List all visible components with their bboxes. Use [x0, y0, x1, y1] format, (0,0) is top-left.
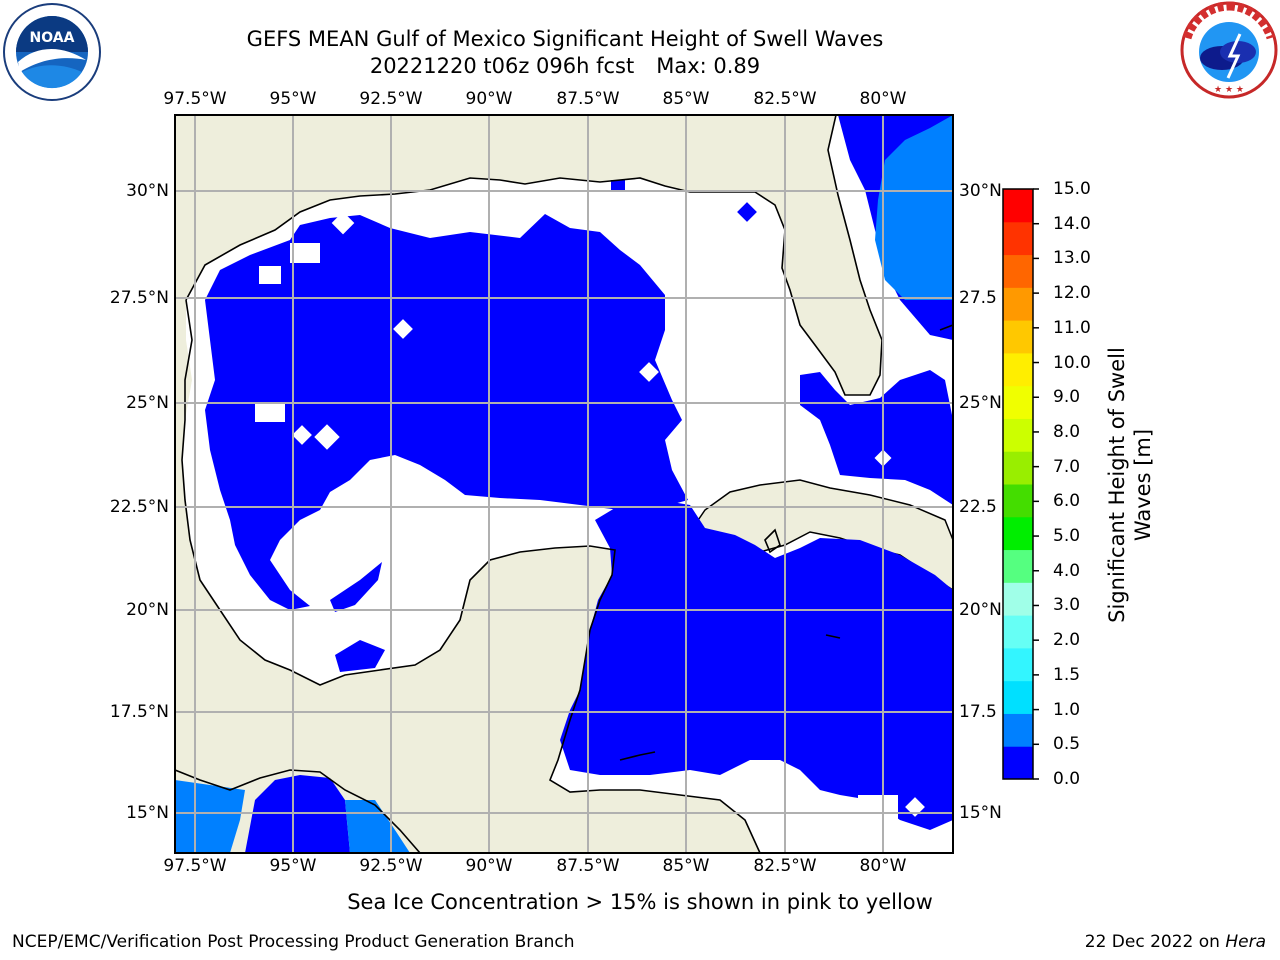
colorbar-segment	[1003, 647, 1033, 682]
lat-tick-left: 20°N	[126, 600, 169, 620]
colorbar-tick-label: 11.0	[1053, 317, 1091, 338]
colorbar-tick-label: 14.0	[1053, 213, 1091, 234]
date-stamp-host: Hera	[1225, 932, 1266, 952]
lon-tick-top: 92.5°W	[359, 89, 423, 109]
svg-text:★ ★ ★: ★ ★ ★	[1214, 85, 1244, 95]
colorbar-tick-label: 2.0	[1053, 630, 1081, 651]
date-stamp-prefix: 22 Dec 2022 on	[1084, 932, 1226, 952]
colorbar-segment	[1003, 582, 1033, 616]
lon-tick-bottom: 92.5°W	[359, 856, 423, 876]
lat-tick-right: 20°N	[959, 600, 1002, 620]
lon-tick-top: 80°W	[859, 89, 907, 109]
lon-tick-bottom: 82.5°W	[753, 856, 817, 876]
lon-tick-bottom: 95°W	[269, 856, 317, 876]
lon-tick-top: 97.5°W	[163, 89, 227, 109]
colorbar-frame	[1002, 188, 1034, 780]
colorbar-segment	[1003, 320, 1033, 354]
lon-tick-bottom: 85°W	[662, 856, 710, 876]
colorbar-tick-label: 4.0	[1053, 560, 1081, 581]
colorbar-segment	[1003, 680, 1033, 714]
colorbar-tick-label: 0.5	[1053, 734, 1081, 755]
colorbar-tick-label: 12.0	[1053, 283, 1091, 304]
lat-tick-right: 22.5	[959, 497, 997, 517]
forecast-run-label: 20221220 t06z 096h fcst	[369, 54, 635, 78]
swell-region-central-gulf	[205, 214, 688, 610]
lat-tick-left: 25°N	[126, 393, 169, 413]
colorbar-tick-label: 1.0	[1053, 699, 1081, 720]
colorbar-label: Significant Height of Swell Waves [m]	[1105, 347, 1155, 623]
lon-tick-top: 82.5°W	[753, 89, 817, 109]
colorbar-tick-label: 9.0	[1053, 387, 1081, 408]
sea-ice-note: Sea Ice Concentration > 15% is shown in …	[347, 890, 933, 914]
lon-tick-bottom: 97.5°W	[163, 856, 227, 876]
colorbar-tick-label: 15.0	[1053, 179, 1091, 199]
lat-tick-left: 22.5°N	[109, 497, 169, 517]
colorbar-segment	[1003, 287, 1033, 321]
colorbar-tick-label: 0.0	[1053, 769, 1081, 789]
swell-region-atlantic-mid	[875, 115, 953, 300]
lat-tick-left: 30°N	[126, 181, 169, 201]
max-value-label: Max: 0.89	[656, 54, 761, 78]
colorbar-segment	[1003, 615, 1033, 649]
lon-tick-top: 87.5°W	[556, 89, 620, 109]
credit-text: NCEP/EMC/Verification Post Processing Pr…	[12, 932, 575, 952]
lat-tick-left: 27.5°N	[109, 288, 169, 308]
chart-subtitle: 20221220 t06z 096h fcst Max: 0.89	[0, 54, 1130, 78]
colorbar-segment	[1003, 713, 1033, 747]
lon-tick-bottom: 80°W	[859, 856, 907, 876]
lat-tick-right: 27.5	[959, 288, 997, 308]
colorbar-segment	[1003, 352, 1033, 387]
colorbar-tick-label: 8.0	[1053, 421, 1081, 442]
colorbar-segment	[1003, 221, 1033, 256]
colorbar-segment	[1003, 189, 1033, 223]
colorbar-segment	[1003, 418, 1033, 452]
graticule	[175, 115, 953, 853]
colorbar-tick-label: 10.0	[1053, 352, 1091, 373]
chart-title: GEFS MEAN Gulf of Mexico Significant Hei…	[246, 27, 884, 51]
lat-tick-right: 30°N	[959, 181, 1002, 201]
colorbar-tick-label: 3.0	[1053, 595, 1081, 616]
nws-logo: ★ ★ ★	[1180, 1, 1278, 99]
colorbar-segment	[1003, 549, 1033, 583]
noaa-logo-text: NOAA	[30, 30, 75, 46]
lat-tick-left: 17.5°N	[109, 702, 169, 722]
lat-tick-right: 15°N	[959, 803, 1002, 823]
colorbar-tick-label: 13.0	[1053, 248, 1091, 269]
lat-tick-right: 17.5	[959, 702, 997, 722]
lon-tick-top: 90°W	[465, 89, 513, 109]
map-frame	[174, 114, 954, 854]
lat-tick-left: 15°N	[126, 803, 169, 823]
lat-tick-right: 25°N	[959, 393, 1002, 413]
lon-tick-top: 85°W	[662, 89, 710, 109]
lon-tick-top: 95°W	[269, 89, 317, 109]
colorbar-segment	[1003, 385, 1033, 419]
lon-tick-bottom: 90°W	[465, 856, 513, 876]
colorbar-segment	[1003, 484, 1033, 518]
colorbar-segment	[1003, 451, 1033, 485]
colorbar-tick-label: 5.0	[1053, 526, 1081, 547]
colorbar	[1003, 189, 1033, 780]
lon-tick-bottom: 87.5°W	[556, 856, 620, 876]
date-stamp: 22 Dec 2022 on Hera	[1085, 932, 1266, 952]
colorbar-segment	[1003, 516, 1033, 551]
swell-region-caribbean	[560, 500, 953, 830]
colorbar-segment	[1003, 746, 1033, 780]
noaa-logo: NOAA	[3, 3, 101, 101]
colorbar-tick-label: 1.5	[1053, 664, 1081, 685]
swell-region-pacific-west	[175, 780, 245, 853]
colorbar-tick-label: 7.0	[1053, 456, 1081, 477]
colorbar-tick-label: 6.0	[1053, 491, 1081, 512]
colorbar-segment	[1003, 254, 1033, 288]
